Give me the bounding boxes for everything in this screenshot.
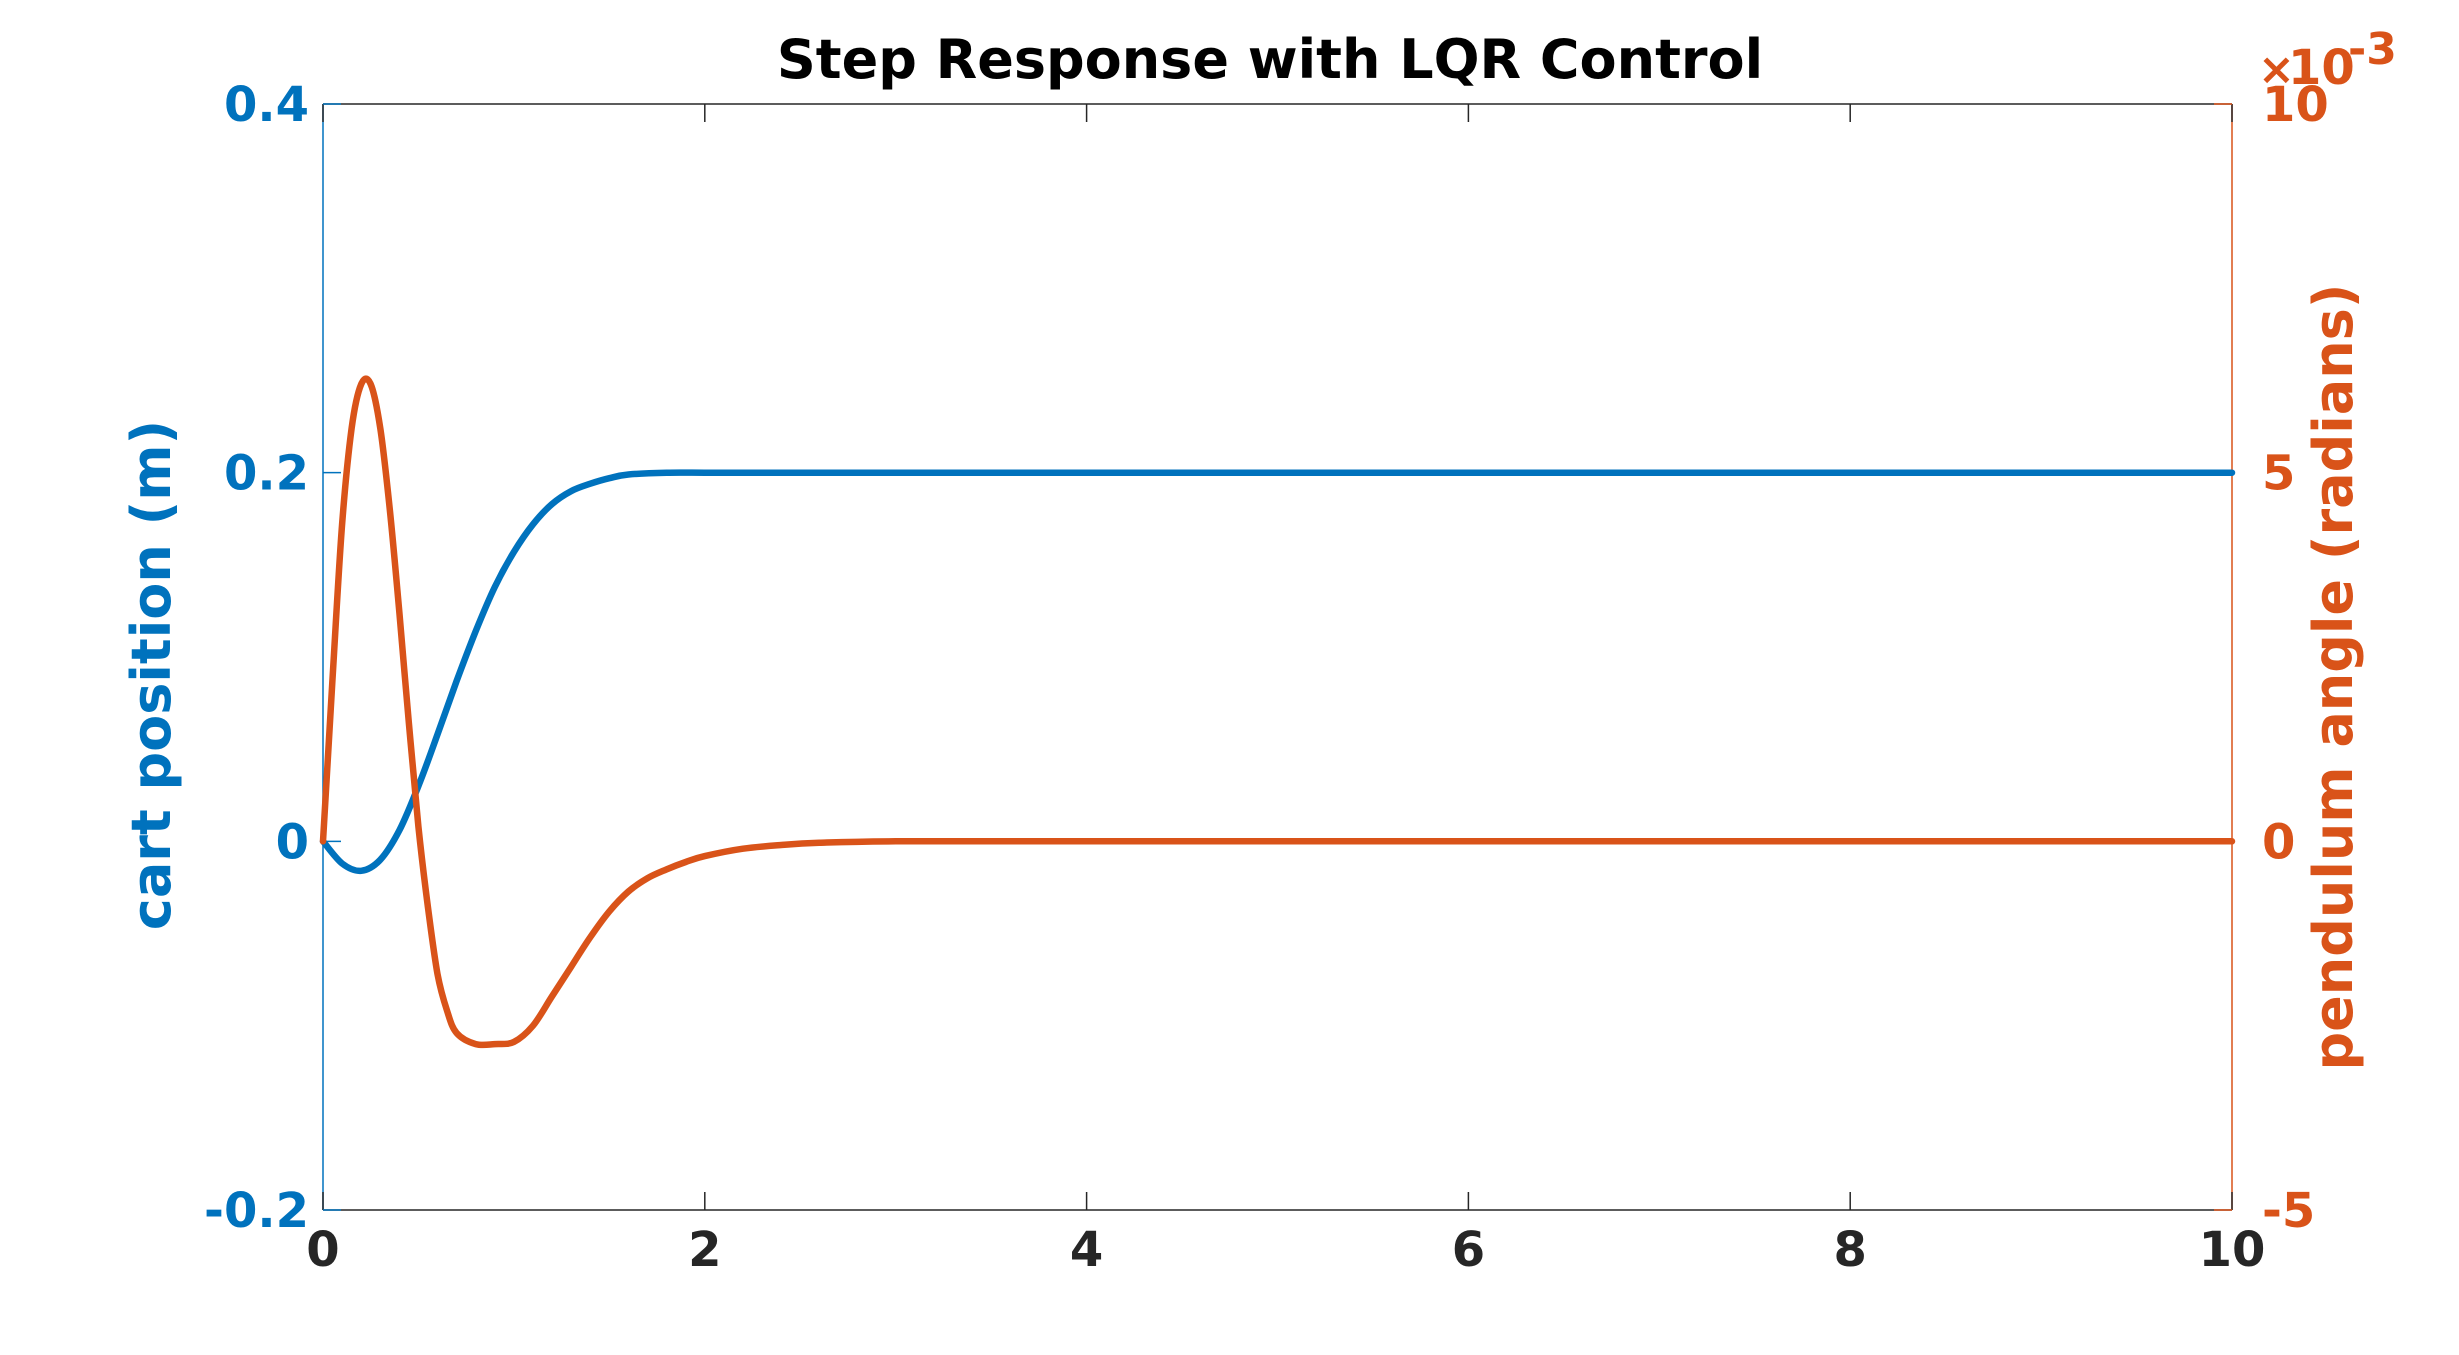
x-tick-label: 8	[1833, 1222, 1866, 1278]
y-right-multiplier-symbol: ×	[2258, 44, 2295, 95]
x-tick-label: 0	[306, 1222, 339, 1278]
y-left-tick-label: 0.4	[224, 77, 309, 133]
y-left-tick-label: -0.2	[204, 1183, 309, 1239]
x-tick-label: 4	[1070, 1222, 1103, 1278]
y-right-tick-label: 5	[2262, 446, 2295, 502]
series-line-cart-position	[319, 469, 2236, 875]
y-right-multiplier-exponent: -3	[2348, 24, 2397, 75]
x-tick-label: 6	[1452, 1222, 1485, 1278]
y-right-tick-label: 10	[2262, 77, 2329, 133]
x-tick-label: 10	[2199, 1222, 2266, 1278]
chart-title: Step Response with LQR Control	[777, 28, 1763, 91]
y-left-axis-label: cart position (m)	[120, 420, 183, 930]
y-left-tick-label: 0.2	[224, 446, 309, 502]
series-line-pendulum-angle	[319, 375, 2236, 1049]
x-tick-label: 2	[688, 1222, 721, 1278]
y-right-axis-label: pendulum angle (radians)	[2302, 284, 2365, 1071]
y-right-multiplier-base: 10	[2288, 40, 2355, 96]
y-left-tick-label: 0	[276, 814, 309, 870]
y-right-tick-label: -5	[2262, 1183, 2315, 1239]
y-right-tick-label: 0	[2262, 814, 2295, 870]
